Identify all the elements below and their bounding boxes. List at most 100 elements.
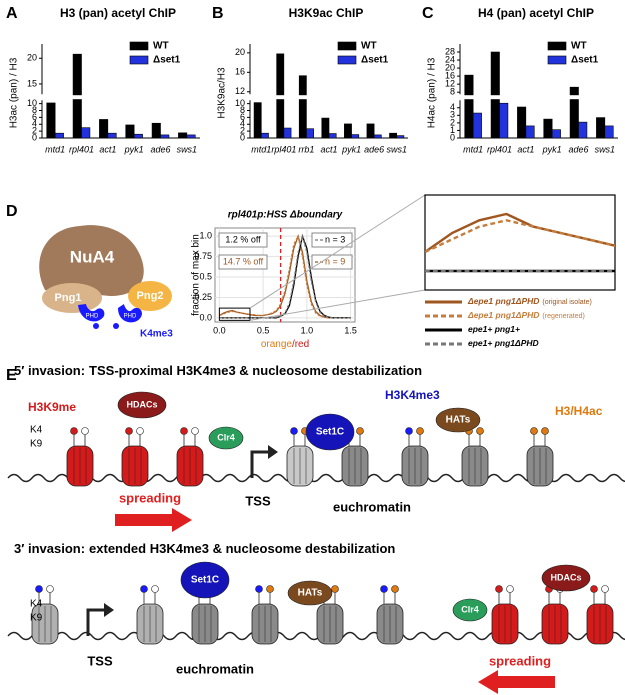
bar bbox=[490, 51, 500, 139]
y-axis-label: H4ac (pan) / H3 bbox=[427, 57, 438, 128]
bar bbox=[260, 132, 269, 139]
bar bbox=[321, 117, 330, 139]
y-tick-label: 8 bbox=[450, 87, 455, 97]
annotation-box bbox=[311, 232, 353, 248]
bar bbox=[107, 132, 117, 139]
tss-label: TSS bbox=[245, 493, 271, 508]
set1c-label: Set1C bbox=[316, 427, 344, 438]
x-tick-label: mtd1 bbox=[251, 144, 271, 154]
pin-head bbox=[151, 585, 159, 593]
x-tick-label: pyk1 bbox=[341, 144, 361, 154]
bar bbox=[596, 117, 606, 139]
png2-label: Png2 bbox=[137, 290, 164, 302]
k4-label: K4 bbox=[30, 599, 43, 610]
y-tick-label: 15 bbox=[27, 78, 37, 88]
phd-shape bbox=[78, 304, 105, 322]
bar bbox=[178, 132, 188, 139]
axis-break bbox=[36, 95, 202, 100]
bar bbox=[373, 134, 382, 139]
x-tick-label: 1.5 bbox=[344, 325, 357, 335]
bar bbox=[125, 124, 135, 139]
legend-label: Δset1 bbox=[571, 55, 599, 66]
h3h4ac-label: H3/H4ac bbox=[555, 404, 603, 418]
hats-shape bbox=[435, 407, 481, 433]
legend-swatch bbox=[337, 55, 357, 65]
bar bbox=[328, 133, 337, 139]
phd-label: PHD bbox=[86, 314, 99, 320]
zoom-box bbox=[218, 307, 251, 321]
x-tick-label: 1.0 bbox=[301, 325, 314, 335]
x-tick-label: mtd1 bbox=[45, 144, 65, 154]
bar bbox=[525, 125, 535, 139]
y-tick-label: 6 bbox=[32, 112, 37, 122]
bar bbox=[253, 102, 262, 139]
bar bbox=[81, 127, 91, 139]
hats-shape bbox=[287, 580, 333, 606]
euchromatin-label: euchromatin bbox=[333, 499, 411, 514]
y-tick-label: 4 bbox=[450, 102, 455, 112]
x-tick-label: act1 bbox=[99, 144, 116, 154]
bar bbox=[99, 119, 109, 139]
pin-head bbox=[125, 427, 133, 435]
bar bbox=[464, 74, 474, 139]
tss-label: TSS bbox=[87, 653, 113, 668]
legend-name: Δepe1 png1ΔPHD bbox=[467, 296, 539, 306]
legend-note: (regenerated) bbox=[542, 313, 584, 320]
tss-arrowhead bbox=[104, 603, 114, 617]
bar bbox=[366, 123, 375, 139]
phd-shape bbox=[118, 304, 142, 323]
inset bbox=[424, 194, 616, 291]
y-axis-label: H3K9ac/H3 bbox=[217, 67, 228, 119]
panel-label: A bbox=[6, 5, 18, 22]
annotation: 1.2 % off bbox=[225, 234, 261, 244]
y-tick-label: 8 bbox=[240, 105, 245, 115]
bar bbox=[54, 132, 64, 139]
x-tick-label: 0.0 bbox=[213, 325, 226, 335]
legend-label: Δset1 bbox=[153, 55, 181, 66]
hdacs-label: HDACs bbox=[126, 399, 157, 409]
legend-swatch bbox=[129, 55, 149, 65]
x-tick-label: sws1 bbox=[595, 144, 616, 154]
y-tick-label: 12 bbox=[445, 79, 455, 89]
hats-label: HATs bbox=[446, 415, 471, 426]
pin-head bbox=[81, 427, 89, 435]
chart-title: H3 (pan) acetyl ChIP bbox=[60, 6, 176, 20]
bar bbox=[396, 135, 405, 139]
spreading-arrow bbox=[115, 508, 192, 532]
chart-title: H3K9ac ChIP bbox=[289, 6, 364, 20]
set1c-label: Set1C bbox=[191, 575, 219, 586]
y-tick-label: 0.5 bbox=[199, 271, 212, 281]
set1c-shape bbox=[180, 561, 230, 599]
bar bbox=[186, 134, 196, 139]
panel-label: E bbox=[6, 367, 17, 384]
bar bbox=[46, 102, 56, 139]
data-line bbox=[219, 233, 351, 319]
legend-swatch bbox=[547, 41, 567, 51]
y-tick-label: 2 bbox=[450, 117, 455, 127]
clr4-label: Clr4 bbox=[217, 432, 235, 442]
x-tick-label: ade6 bbox=[568, 144, 588, 154]
legend-name: Δepe1 png1ΔPHD bbox=[467, 310, 539, 320]
legend-label: Δepe1 png1ΔPHD (regenerated) bbox=[467, 310, 585, 320]
x-tick-label: rpl401 bbox=[69, 144, 94, 154]
bar bbox=[569, 86, 579, 139]
axis-break bbox=[454, 95, 620, 100]
pin-head bbox=[530, 427, 538, 435]
x-axis-label: orange/red bbox=[261, 339, 309, 350]
x-axis-label-part: /red bbox=[292, 339, 309, 350]
annotation: n = 3 bbox=[325, 234, 345, 244]
legend-note: (original isolate) bbox=[542, 299, 591, 306]
y-tick-label: 2 bbox=[240, 126, 245, 136]
hats-label: HATs bbox=[298, 588, 323, 599]
legend-swatch bbox=[337, 41, 357, 51]
x-tick-label: rpl401 bbox=[487, 144, 512, 154]
data-line bbox=[425, 219, 615, 254]
spreading-label: spreading bbox=[489, 653, 551, 668]
k4-label: K4 bbox=[30, 425, 43, 436]
annotation: 14.7 % off bbox=[223, 256, 264, 266]
x-tick-label: act1 bbox=[320, 144, 337, 154]
heading-bold: 5′ invasion: bbox=[14, 363, 85, 378]
k9-label: K9 bbox=[30, 439, 43, 450]
y-tick-label: 0 bbox=[32, 132, 37, 142]
bar bbox=[306, 128, 314, 139]
